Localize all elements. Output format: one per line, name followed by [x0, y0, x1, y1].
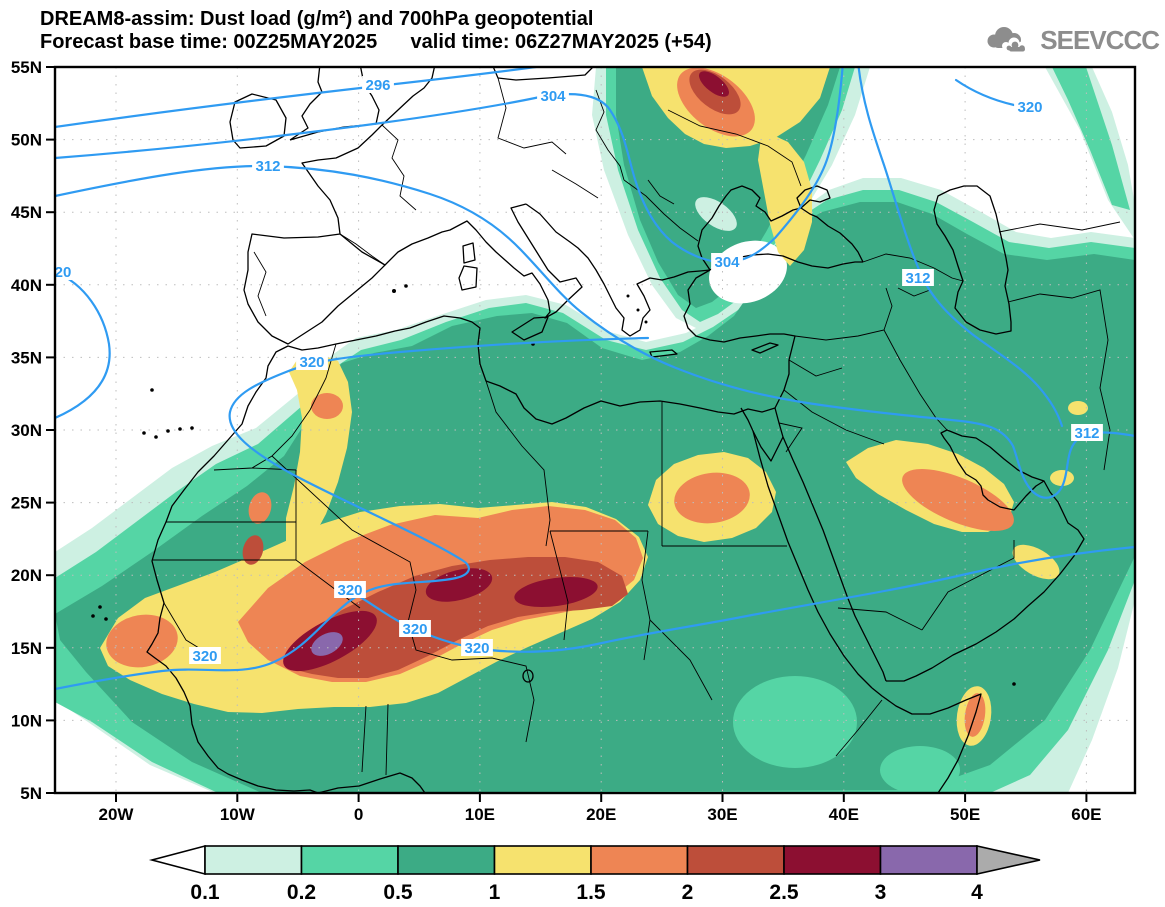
dust-load-field — [55, 67, 1135, 793]
lat-tick-label: 10N — [11, 711, 42, 730]
contour-label-halo — [711, 253, 743, 270]
lat-tick-label: 35N — [11, 348, 42, 367]
lat-tick-label: 15N — [11, 639, 42, 658]
contour-label-halo — [51, 263, 75, 280]
contour-label-halo — [362, 76, 394, 93]
colorbar-cell — [686, 845, 785, 875]
contour-label-halo — [902, 269, 934, 286]
lat-tick-label: 45N — [11, 203, 42, 222]
colorbar-tick-label: 3 — [875, 881, 887, 904]
contour-label-halo — [296, 353, 328, 370]
lon-tick-label: 50E — [950, 805, 980, 824]
contour-label: 312 — [1074, 425, 1099, 442]
colorbar-tick-label: 4 — [971, 881, 983, 904]
lat-tick-label: 30N — [11, 421, 42, 440]
contour-label: 312 — [905, 270, 930, 287]
colorbar-tick-label: 1 — [489, 881, 501, 904]
colorbar-cell — [590, 845, 689, 875]
cloud-icon — [987, 27, 1027, 52]
lat-tick-label: 25N — [11, 494, 42, 513]
lon-tick-label: 60E — [1071, 805, 1101, 824]
contour-label: 320 — [192, 648, 217, 665]
lat-tick-label: 20N — [11, 566, 42, 585]
lon-tick-label: 20E — [586, 805, 616, 824]
contour-label: 320 — [299, 354, 324, 371]
coastlines — [91, 67, 1085, 793]
colorbar-tick-label: 0.1 — [190, 881, 220, 904]
lon-tick-label: 40E — [829, 805, 859, 824]
colorbar-tick-label: 2.5 — [769, 881, 799, 904]
contour-label: 320 — [1017, 99, 1042, 116]
lat-tick-label: 50N — [11, 131, 42, 150]
lat-tick-label: 5N — [20, 784, 42, 803]
chart-subtitle: Forecast base time: 00Z25MAY2025 valid t… — [40, 31, 712, 53]
lon-tick-label: 20W — [99, 805, 135, 824]
contour-label-halo — [1071, 424, 1103, 441]
country-borders — [152, 77, 1121, 776]
contour-label-halo — [334, 581, 366, 598]
contour-label: 320 — [464, 640, 489, 657]
colorbar-tick-label: 0.2 — [287, 881, 316, 904]
colorbar-cell — [397, 845, 496, 875]
colorbar-above-arrow — [976, 845, 1041, 875]
colorbar: 0.1 0.2 0.5 1 1.5 2 2.5 3 4 — [148, 844, 1041, 904]
contour-label-halo — [399, 620, 431, 637]
colorbar-cell — [204, 845, 303, 875]
contour-label: 312 — [255, 158, 280, 175]
contour-labels: 296 304 304 312 312 312 20 320 320 320 320 320 320 — [51, 76, 1103, 665]
contour-label-halo — [461, 639, 493, 656]
axes: 55N 50N 45N 40N 35N 30N 25N 20N 15N 10N 5N 20W 10W 0 1… — [11, 58, 1102, 824]
contour-label: 304 — [714, 254, 740, 271]
chart-title: DREAM8-assim: Dust load (g/m²) and 700hP… — [40, 8, 594, 30]
contour-label: 296 — [365, 77, 390, 94]
contour-label-halo — [252, 157, 284, 174]
lon-tick-label: 10W — [220, 805, 256, 824]
contour-label-halo — [189, 647, 221, 664]
contour-label-halo — [1014, 98, 1046, 115]
colorbar-cell — [493, 845, 592, 875]
contour-label: 320 — [337, 582, 362, 599]
lon-tick-label: 10E — [465, 805, 495, 824]
lat-tick-label: 40N — [11, 276, 42, 295]
logo-text: SEEVCCC — [1040, 24, 1160, 55]
colorbar-cell — [879, 845, 978, 875]
colorbar-cell — [783, 845, 882, 875]
contour-label: 320 — [402, 621, 427, 638]
colorbar-below-arrow — [148, 844, 206, 876]
contour-label: 20 — [55, 264, 72, 281]
contour-label-halo — [537, 87, 569, 104]
lat-tick-label: 55N — [11, 58, 42, 77]
colorbar-tick-label: 2 — [682, 881, 694, 904]
colorbar-cell — [300, 845, 399, 875]
lon-tick-label: 0 — [354, 805, 363, 824]
colorbar-tick-label: 0.5 — [383, 881, 413, 904]
seevccc-logo: SEEVCCC — [984, 22, 1160, 58]
colorbar-tick-label: 1.5 — [576, 881, 606, 904]
title-block: DREAM8-assim: Dust load (g/m²) and 700hP… — [40, 8, 712, 54]
contour-label: 304 — [540, 88, 566, 105]
lon-tick-label: 30E — [707, 805, 737, 824]
